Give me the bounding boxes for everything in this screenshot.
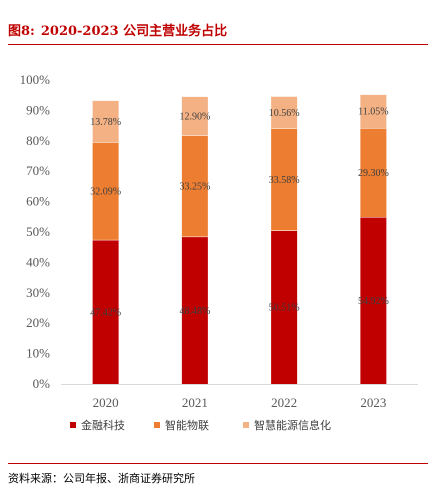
x-tick-label: 2023 [360,395,386,410]
title-rule [8,44,428,45]
data-label: 47.42% [90,307,121,318]
data-label: 33.58% [269,175,300,186]
bar-segment [271,128,298,231]
bar-segment [181,135,208,237]
bar-segment [92,100,119,143]
bar-segment [360,94,387,128]
y-tick-label: 30% [26,285,50,300]
figure-title: 图8: 2020-2023 公司主营业务占比 [8,20,233,39]
bar-segment [181,236,208,384]
data-label: 32.09% [90,187,121,198]
figure-title-text: 2020-2023 公司主营业务占比 [40,24,228,39]
y-tick-label: 80% [26,133,50,148]
legend-label: 智能物联 [165,418,209,432]
legend-swatch [154,422,160,428]
data-label: 50.51% [269,303,300,314]
bar-segment [360,217,387,384]
y-tick-label: 10% [26,346,50,361]
source-note: 资料来源：公司年报、浙商证券研究所 [8,472,195,485]
legend-swatch [243,422,249,428]
bar-segment [92,239,119,384]
y-tick-label: 0% [33,376,51,391]
source-rule [8,463,428,464]
data-label: 12.90% [179,111,210,122]
data-label: 29.30% [358,168,389,179]
y-tick-label: 90% [26,102,50,117]
bar-segment [360,127,387,218]
legend-label: 智慧能源信息化 [254,418,331,432]
x-tick-label: 2021 [182,395,208,410]
y-tick-label: 70% [26,163,50,178]
bar-segment [181,96,208,136]
data-label: 48.48% [179,306,210,317]
legend-label: 金融科技 [81,418,125,432]
y-tick-label: 50% [26,224,50,239]
bar-segment [271,230,298,384]
y-tick-label: 100% [20,72,51,87]
bar-segment [271,96,298,129]
data-label: 13.78% [90,117,121,128]
data-label: 10.56% [269,108,300,119]
figure-label: 图8: [8,24,35,39]
y-tick-label: 40% [26,254,50,269]
bar-segment [92,142,119,240]
y-tick-label: 20% [26,315,50,330]
data-label: 54.92% [358,296,389,307]
legend-swatch [70,422,76,428]
data-label: 11.05% [358,107,388,118]
data-label: 33.25% [179,182,210,193]
y-tick-label: 60% [26,194,50,209]
x-tick-label: 2020 [93,395,119,410]
x-tick-label: 2022 [271,395,297,410]
